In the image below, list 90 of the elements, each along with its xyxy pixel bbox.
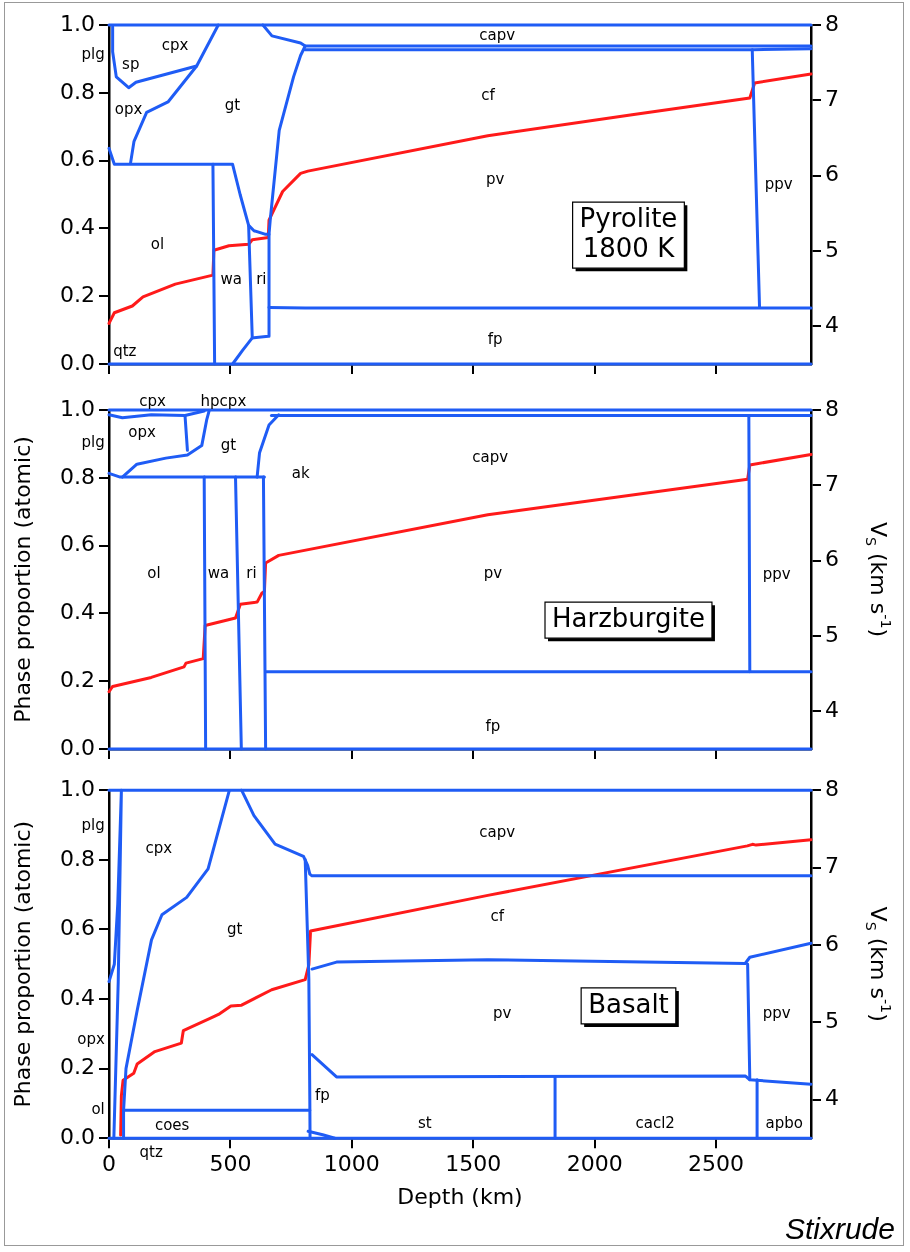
x-tick-label: 2500 [688, 1151, 745, 1177]
annotation: ppv [762, 1004, 791, 1023]
text: plg [81, 433, 105, 452]
x-tick-label: 500 [209, 1151, 252, 1177]
y2-tick-label: 5 [825, 621, 839, 647]
x-tick-label: 1000 [323, 1151, 380, 1177]
y-tick-label: 0.2 [60, 666, 95, 692]
y2-axis-title: VS (km s-1) [862, 521, 894, 638]
y-axis-title: Phase proportion (atomic) [9, 436, 35, 723]
annotation: capv [479, 823, 516, 842]
y2-tick-label: 4 [825, 1085, 839, 1111]
annotation: fp [485, 716, 501, 735]
y2-tick-label: 7 [825, 471, 839, 497]
text: opx [77, 1030, 105, 1049]
annotation: gt [224, 96, 241, 115]
annotation: coes [154, 1116, 190, 1135]
annotation: pv [485, 170, 505, 189]
y-tick-label: 0.8 [60, 78, 95, 104]
y-tick-label: 0.4 [60, 214, 95, 240]
text: Pyrolite 1800 K [579, 202, 678, 263]
y2-tick-label: 5 [825, 1007, 839, 1033]
annotation: sp [122, 54, 140, 73]
annotation: ri [246, 563, 257, 582]
y-tick-label: 0.2 [60, 1054, 95, 1080]
text: ol [91, 1099, 105, 1118]
annotation: wa [220, 269, 242, 288]
y2-tick-label: 5 [825, 236, 839, 262]
y-axis-title: Phase proportion (atomic) [9, 820, 35, 1108]
text: Harzburgite [552, 602, 705, 633]
annotation: capv [479, 26, 516, 45]
text: Basalt [588, 988, 669, 1019]
text: Stixrude [783, 1212, 896, 1245]
annotation: ak [291, 463, 310, 482]
annotation: ol [150, 234, 165, 253]
y2-tick-label: 4 [825, 697, 839, 723]
text: plg [81, 816, 105, 835]
annotation: ol [147, 563, 161, 582]
y-tick-label: 0.8 [60, 463, 95, 489]
y-tick-label: 0.4 [60, 599, 95, 625]
annotation: cf [490, 906, 505, 925]
y-tick-label: 1.0 [60, 10, 95, 36]
annotation: fp [487, 330, 503, 349]
text: qtz [139, 1143, 163, 1162]
y2-tick-label: 8 [825, 395, 839, 421]
y-tick-label: 1.0 [60, 395, 95, 421]
y2-tick-label: 7 [825, 86, 839, 112]
annotation: hpcpx [200, 392, 247, 411]
y2-tick-label: 8 [825, 10, 839, 36]
annotation: ppv [764, 174, 793, 193]
annotation: gt [220, 436, 237, 455]
annotation: ppv [762, 565, 791, 584]
annotation: opx [128, 422, 156, 441]
x-tick-label: 0 [102, 1151, 116, 1177]
y2-tick-label: 6 [825, 930, 839, 956]
y-tick-label: 0.2 [60, 281, 95, 307]
y-tick-label: 1.0 [60, 775, 95, 801]
y-tick-label: 0.4 [60, 984, 95, 1010]
annotation: pv [483, 563, 503, 582]
y2-tick-label: 4 [825, 312, 839, 338]
annotation: gt [226, 920, 243, 939]
annotation: fp [315, 1085, 330, 1104]
annotation: cf [481, 86, 496, 105]
y-tick-label: 0.6 [60, 531, 95, 557]
y2-tick-label: 7 [825, 853, 839, 879]
y2-tick-label: 6 [825, 546, 839, 572]
annotation: cacl2 [635, 1113, 675, 1132]
y-tick-label: 0.8 [60, 845, 95, 871]
annotation: capv [472, 448, 509, 467]
y-tick-label: 0.0 [60, 734, 95, 760]
y-tick-label: 0.6 [60, 915, 95, 941]
annotation: ri [256, 269, 267, 288]
annotation: qtz [113, 342, 137, 361]
annotation: cpx [145, 838, 173, 857]
annotation: cpx [139, 392, 166, 411]
annotation: apbo [765, 1113, 804, 1132]
annotation: opx [114, 99, 143, 118]
y2-axis-title: VS (km s-1) [862, 906, 894, 1022]
annotation: pv [492, 1004, 512, 1023]
annotation: st [418, 1113, 432, 1132]
y2-tick-label: 6 [825, 161, 839, 187]
annotation: wa [207, 563, 230, 582]
x-tick-label: 1500 [445, 1151, 502, 1177]
annotation: cpx [161, 36, 189, 55]
y-tick-label: 0.0 [60, 349, 95, 375]
y-tick-label: 0.6 [60, 146, 95, 172]
text: plg [81, 44, 105, 63]
x-axis-title: Depth (km) [397, 1183, 523, 1209]
y-tick-label: 0.0 [60, 1123, 95, 1149]
y2-tick-label: 8 [825, 775, 839, 801]
x-tick-label: 2000 [566, 1151, 623, 1177]
